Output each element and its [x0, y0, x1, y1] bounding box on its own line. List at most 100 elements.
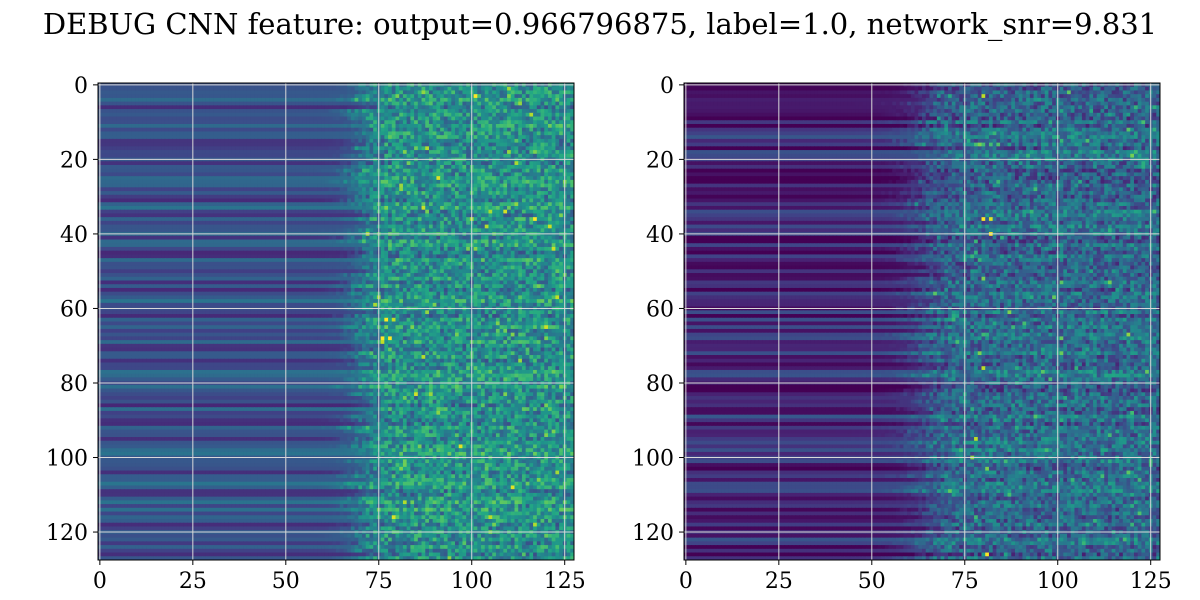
heatmap-cell	[507, 142, 512, 147]
heatmap-cell	[120, 97, 125, 103]
heatmap-cell	[105, 179, 110, 185]
heatmap-cell	[280, 179, 285, 185]
heatmap-cell	[246, 224, 252, 229]
heatmap-cell	[239, 187, 244, 192]
heatmap-cell	[339, 97, 345, 103]
heatmap-cell	[112, 94, 118, 99]
heatmap-cell	[205, 97, 211, 103]
heatmap-cell	[135, 183, 140, 188]
heatmap-cell	[529, 112, 534, 118]
heatmap-cell	[451, 220, 456, 226]
heatmap-cell	[116, 131, 121, 136]
heatmap-cell	[521, 127, 527, 133]
heatmap-cell	[373, 183, 378, 188]
heatmap-cell	[124, 97, 129, 103]
heatmap-cell	[176, 109, 181, 114]
heatmap-cell	[551, 86, 557, 92]
heatmap-cell	[533, 179, 538, 185]
heatmap-cell	[350, 97, 356, 103]
heatmap-cell	[161, 131, 166, 136]
heatmap-cell	[455, 127, 460, 133]
heatmap-cell	[547, 198, 553, 203]
heatmap-cell	[451, 97, 456, 103]
heatmap-cell	[410, 138, 415, 144]
heatmap-cell	[235, 191, 240, 196]
heatmap-cell	[499, 205, 504, 211]
heatmap-cell	[432, 187, 438, 192]
heatmap-cell	[518, 142, 523, 147]
heatmap-cell	[257, 213, 263, 218]
heatmap-cell	[384, 131, 389, 136]
heatmap-cell	[347, 194, 352, 200]
heatmap-cell	[306, 146, 311, 151]
heatmap-cell	[540, 86, 545, 92]
heatmap-cell	[336, 209, 341, 215]
heatmap-cell	[544, 146, 549, 151]
heatmap-cell	[458, 153, 464, 159]
heatmap-cell	[168, 123, 173, 129]
heatmap-cell	[246, 97, 252, 103]
heatmap-cell	[343, 224, 348, 229]
heatmap-cell	[343, 198, 348, 203]
heatmap-cell	[547, 127, 553, 133]
heatmap-cell	[547, 153, 553, 159]
heatmap-cell	[521, 187, 527, 192]
heatmap-cell	[492, 164, 497, 170]
heatmap-cell	[220, 131, 226, 136]
heatmap-cell	[176, 138, 181, 144]
heatmap-cell	[425, 172, 430, 177]
heatmap-cell	[257, 205, 263, 211]
heatmap-cell	[510, 90, 516, 95]
heatmap-cell	[302, 146, 307, 151]
heatmap-cell	[224, 105, 229, 110]
heatmap-cell	[362, 168, 367, 174]
heatmap-cell	[406, 142, 411, 147]
heatmap-cell	[428, 135, 434, 140]
heatmap-cell	[533, 202, 538, 207]
heatmap-cell	[536, 90, 542, 95]
heatmap-cell	[380, 161, 385, 166]
heatmap-cell	[540, 172, 545, 177]
heatmap-cell	[455, 153, 460, 159]
heatmap-cell	[544, 205, 549, 211]
heatmap-cell	[328, 179, 333, 185]
heatmap-cell	[507, 183, 512, 188]
heatmap-cell	[101, 176, 107, 181]
heatmap-cell	[321, 209, 326, 215]
heatmap-cell	[358, 153, 363, 159]
heatmap-cell	[187, 150, 192, 155]
heatmap-cell	[421, 213, 426, 218]
heatmap-cell	[365, 217, 371, 222]
heatmap-cell	[306, 90, 311, 95]
heatmap-cell	[276, 120, 281, 125]
heatmap-cell	[101, 228, 107, 233]
heatmap-cell	[269, 97, 274, 103]
heatmap-cell	[135, 213, 140, 218]
heatmap-cell	[436, 179, 441, 185]
heatmap-cell	[547, 224, 553, 229]
heatmap-cell	[328, 150, 333, 155]
heatmap-cell	[488, 123, 493, 129]
heatmap-cell	[555, 123, 560, 129]
heatmap-cell	[507, 127, 512, 133]
heatmap-cell	[347, 172, 352, 177]
heatmap-cell	[410, 90, 415, 95]
heatmap-cell	[209, 150, 214, 155]
heatmap-cell	[224, 86, 229, 92]
heatmap-cell	[495, 179, 501, 185]
heatmap-cell	[518, 153, 523, 159]
heatmap-cell	[488, 179, 493, 185]
heatmap-cell	[172, 150, 177, 155]
heatmap-cell	[142, 123, 147, 129]
heatmap-cell	[276, 142, 281, 147]
heatmap-cell	[510, 220, 516, 226]
heatmap-cell	[157, 150, 162, 155]
heatmap-cell	[164, 120, 170, 125]
heatmap-cell	[228, 135, 233, 140]
heatmap-cell	[362, 198, 367, 203]
heatmap-cell	[269, 86, 274, 92]
heatmap-cell	[254, 146, 259, 151]
heatmap-cell	[250, 101, 255, 106]
heatmap-cell	[324, 209, 330, 215]
heatmap-cell	[235, 105, 240, 110]
